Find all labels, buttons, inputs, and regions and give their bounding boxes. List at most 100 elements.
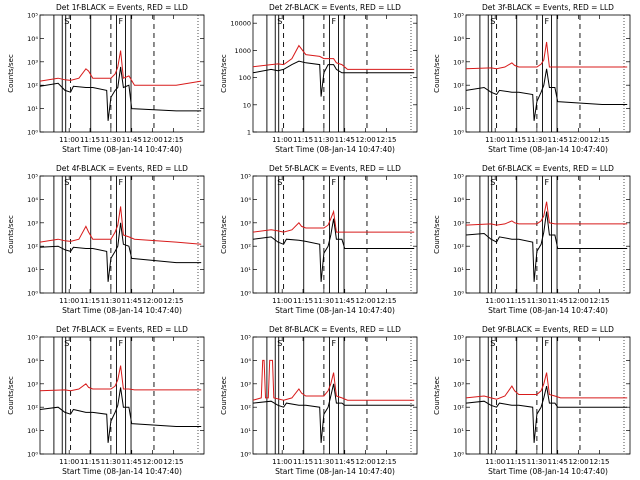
marker-label-f: F (118, 17, 123, 26)
x-tick-label: 12:15 (163, 297, 183, 305)
plot-area (253, 15, 415, 132)
plot-frame (39, 14, 205, 133)
plot-area (466, 176, 628, 293)
plot-area (40, 337, 202, 454)
series-lld-line (466, 201, 628, 226)
x-tick-label: 12:15 (589, 136, 609, 144)
x-tick-label: 11:30 (314, 297, 334, 305)
panel-title: Det 2f-BLACK = Events, RED = LLD (269, 3, 401, 12)
y-axis-label: Counts/sec (433, 376, 441, 415)
x-tick-label: 11:30 (314, 458, 334, 466)
plot-area (40, 176, 202, 293)
x-tick-label: 12:15 (589, 297, 609, 305)
x-tick-label: 11:00 (485, 297, 505, 305)
y-tick-label: 10⁰ (453, 290, 464, 298)
series-lld-line (40, 206, 202, 245)
panel-title: Det 5f-BLACK = Events, RED = LLD (269, 164, 401, 173)
x-tick-label: 11:00 (485, 458, 505, 466)
y-tick-label: 100 (239, 74, 251, 82)
x-tick-label: 11:15 (293, 458, 313, 466)
y-tick-label: 10² (27, 82, 38, 90)
x-tick-label: 11:45 (335, 136, 355, 144)
y-tick-label: 10² (453, 82, 464, 90)
x-axis-label: Start Time (08-Jan-14 10:47:40) (62, 306, 182, 315)
plot-frame (465, 14, 631, 133)
marker-label-s: S (277, 17, 282, 26)
panel-title: Det 6f-BLACK = Events, RED = LLD (482, 164, 614, 173)
x-tick-label: 12:00 (142, 458, 162, 466)
y-tick-label: 10¹ (240, 427, 251, 435)
x-tick-label: 11:30 (527, 458, 547, 466)
y-tick-label: 1 (247, 129, 251, 137)
y-tick-label: 10³ (27, 380, 38, 388)
y-tick-label: 10⁰ (453, 451, 464, 459)
y-tick-label: 10¹ (27, 266, 38, 274)
x-tick-label: 12:00 (142, 136, 162, 144)
marker-label-s: S (490, 178, 495, 187)
x-axis-label: Start Time (08-Jan-14 10:47:40) (275, 467, 395, 476)
marker-label-f: F (118, 339, 123, 348)
series-events-line (253, 60, 415, 97)
x-tick-label: 11:15 (506, 136, 526, 144)
x-tick-label: 11:30 (101, 297, 121, 305)
x-tick-label: 12:15 (589, 458, 609, 466)
panel-5: Det 5f-BLACK = Events, RED = LLD S F 10⁰ 10¹… (220, 164, 418, 315)
plot-area (466, 337, 628, 454)
series-events-line (40, 222, 202, 282)
x-tick-label: 11:00 (59, 297, 79, 305)
series-lld-line (253, 209, 415, 233)
x-axis-label: Start Time (08-Jan-14 10:47:40) (62, 467, 182, 476)
y-axis-label: Counts/sec (7, 215, 15, 254)
x-tick-label: 11:00 (272, 297, 292, 305)
marker-label-s: S (64, 17, 69, 26)
y-tick-label: 10⁰ (240, 451, 251, 459)
y-tick-label: 10² (27, 243, 38, 251)
x-tick-label: 11:45 (548, 297, 568, 305)
y-tick-label: 10³ (27, 58, 38, 66)
marker-label-f: F (331, 339, 336, 348)
x-tick-label: 12:00 (568, 458, 588, 466)
series-events-line (466, 385, 628, 443)
y-tick-label: 10² (27, 404, 38, 412)
x-tick-label: 12:15 (163, 458, 183, 466)
x-tick-label: 11:15 (293, 136, 313, 144)
x-tick-label: 11:45 (122, 458, 142, 466)
x-tick-label: 12:00 (568, 136, 588, 144)
x-tick-label: 11:30 (527, 297, 547, 305)
x-tick-label: 11:00 (272, 136, 292, 144)
x-tick-label: 11:15 (506, 458, 526, 466)
y-tick-label: 10⁰ (27, 129, 38, 137)
marker-label-s: S (490, 17, 495, 26)
series-events-line (466, 68, 628, 121)
y-tick-label: 10⁴ (27, 357, 38, 365)
panel-title: Det 3f-BLACK = Events, RED = LLD (482, 3, 614, 12)
x-tick-label: 11:00 (59, 136, 79, 144)
y-tick-label: 10⁰ (27, 290, 38, 298)
panel-title: Det 1f-BLACK = Events, RED = LLD (56, 3, 188, 12)
x-tick-label: 12:00 (142, 297, 162, 305)
plot-frame (252, 336, 418, 455)
y-tick-label: 10⁵ (27, 12, 38, 20)
y-tick-label: 10³ (27, 219, 38, 227)
x-tick-label: 11:45 (335, 297, 355, 305)
y-tick-label: 10¹ (453, 266, 464, 274)
y-tick-label: 10⁰ (27, 451, 38, 459)
y-axis-label: Counts/sec (220, 215, 228, 254)
y-tick-label: 10³ (453, 219, 464, 227)
y-tick-label: 10000 (230, 20, 251, 28)
marker-label-s: S (64, 178, 69, 187)
x-tick-label: 12:15 (376, 458, 396, 466)
y-tick-label: 10⁴ (240, 196, 251, 204)
marker-label-s: S (277, 339, 282, 348)
x-tick-label: 11:45 (548, 458, 568, 466)
y-tick-label: 10² (240, 243, 251, 251)
y-tick-label: 10⁴ (27, 35, 38, 43)
plot-area (40, 15, 202, 132)
y-axis-label: Counts/sec (7, 376, 15, 415)
plot-frame (465, 336, 631, 455)
y-tick-label: 10¹ (453, 427, 464, 435)
x-tick-label: 12:15 (376, 136, 396, 144)
y-tick-label: 10⁵ (27, 334, 38, 342)
y-tick-label: 10⁵ (27, 173, 38, 181)
plot-frame (39, 175, 205, 294)
